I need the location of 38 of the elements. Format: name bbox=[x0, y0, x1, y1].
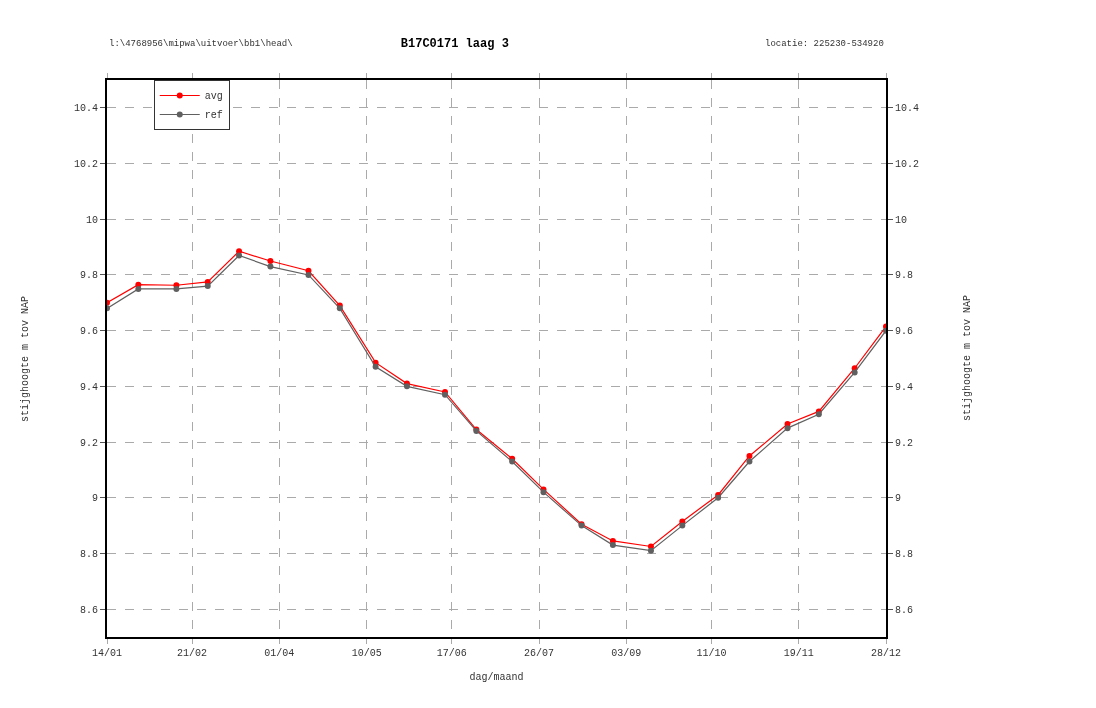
x-tick-label: 11/10 bbox=[696, 648, 727, 659]
x-tick-label: 26/07 bbox=[524, 648, 555, 659]
y2-tick-label: 8.6 bbox=[895, 604, 914, 616]
y2-tick-label: 10.2 bbox=[895, 159, 920, 171]
y-tick-label: 10 bbox=[85, 214, 98, 226]
y-tick-label: 10.4 bbox=[73, 103, 98, 115]
y-tick-label: 8.6 bbox=[79, 604, 98, 616]
x-axis-title: dag/maand bbox=[469, 672, 524, 683]
y2-axis-title: stijghoogte m tov NAP bbox=[962, 294, 974, 422]
y2-tick-label: 9.8 bbox=[895, 270, 914, 282]
y2-tick-label: 9.4 bbox=[895, 381, 914, 393]
y-tick-label: 9.8 bbox=[79, 270, 98, 282]
y2-tick-label: 9.6 bbox=[895, 326, 914, 338]
y-tick-label: 9.6 bbox=[79, 326, 98, 338]
y-axis-title: stijghoogte m tov NAP bbox=[20, 295, 31, 422]
chart-title: B17C0171 laag 3 bbox=[400, 36, 509, 51]
x-tick-label: 10/05 bbox=[351, 648, 382, 659]
text: locatie: 225230-534920 bbox=[765, 39, 884, 49]
x-tick-label: 19/11 bbox=[783, 648, 814, 659]
y2-tick-label: 8.8 bbox=[895, 548, 914, 560]
y2-tick-label: 10 bbox=[895, 214, 908, 226]
y-tick-label: 9.2 bbox=[79, 437, 98, 449]
legend-label: ref bbox=[204, 110, 223, 122]
x-tick-label: 21/02 bbox=[177, 648, 208, 659]
x-tick-label: 14/01 bbox=[91, 648, 123, 659]
y-tick-label: 9 bbox=[91, 493, 98, 505]
x-tick-label: 17/06 bbox=[436, 648, 467, 659]
legend-label: avg bbox=[204, 91, 223, 103]
x-tick-label: 28/12 bbox=[870, 648, 902, 659]
y2-tick-label: 9 bbox=[895, 493, 902, 505]
y2-tick-label: 10.4 bbox=[895, 103, 920, 115]
y-tick-label: 10.2 bbox=[73, 159, 98, 171]
y2-tick-label: 9.2 bbox=[895, 437, 914, 449]
text: l:\4768956\mipwa\uitvoer\bb1\head\ bbox=[109, 39, 293, 49]
y-tick-label: 8.8 bbox=[79, 548, 98, 560]
y-tick-label: 9.4 bbox=[79, 381, 98, 393]
x-tick-label: 01/04 bbox=[264, 648, 295, 659]
x-tick-label: 03/09 bbox=[611, 648, 642, 659]
